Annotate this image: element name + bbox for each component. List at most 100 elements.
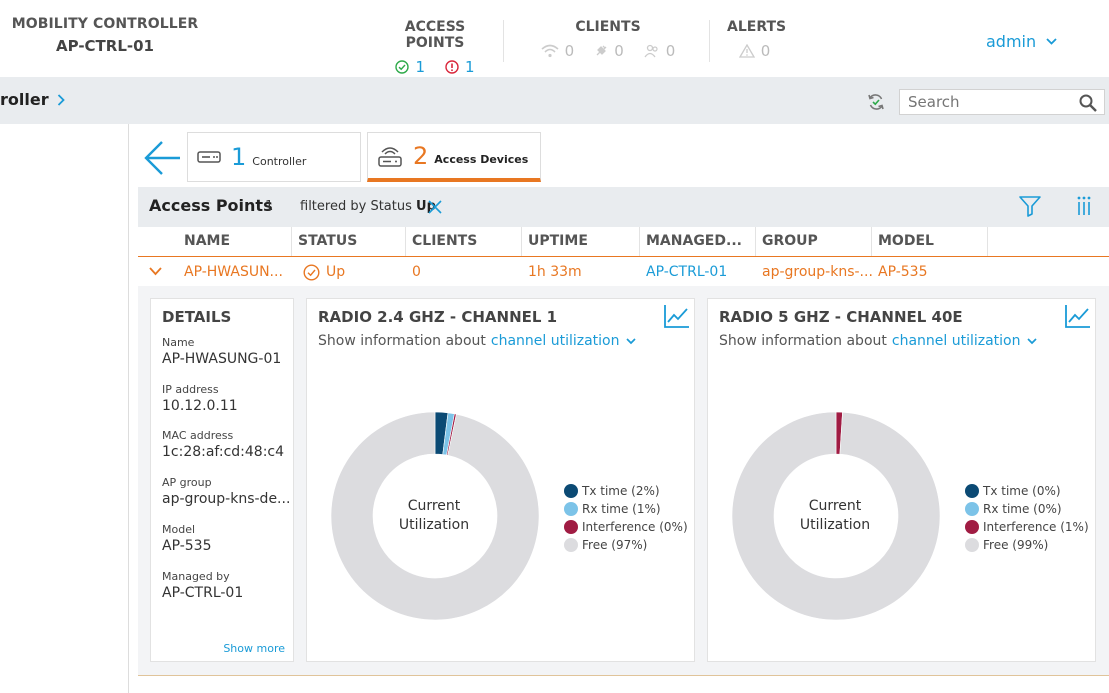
search-box[interactable] [899, 89, 1105, 115]
column-header-uptime[interactable]: UPTIME [522, 227, 640, 256]
tab-access-devices[interactable]: 2 Access Devices [367, 132, 541, 182]
alerts-summary[interactable]: ALERTS 0 [727, 19, 787, 60]
center-line: Current [407, 498, 461, 514]
show-info-row: Show information about channel utilizati… [719, 333, 1037, 349]
check-circle-icon [303, 263, 320, 281]
aps-up-count: 1 [415, 58, 425, 76]
legend-item: Free (97%) [564, 536, 688, 554]
row-managed-by[interactable]: AP-CTRL-01 [646, 264, 728, 280]
warning-icon [738, 44, 755, 58]
utilization-donut [330, 411, 540, 621]
clients-label: CLIENTS [575, 19, 641, 35]
detail-label: Model [162, 523, 196, 536]
search-icon[interactable] [1078, 93, 1098, 113]
column-header-status[interactable]: STATUS [292, 227, 406, 256]
user-menu[interactable]: admin [986, 32, 1057, 51]
access-points-label: ACCESS POINTS [404, 19, 466, 51]
refresh-icon[interactable] [866, 92, 886, 112]
ap-count: 1 [265, 199, 274, 214]
detail-value: 1c:28:af:cd:48:c4 [162, 444, 285, 460]
row-name[interactable]: AP-HWASUN... [184, 264, 283, 280]
nav-divider [128, 124, 129, 693]
detail-value: AP-HWASUNG-01 [162, 351, 282, 367]
filter-icon[interactable] [1018, 194, 1042, 218]
clear-filter-icon[interactable] [428, 200, 442, 214]
aps-down-count: 1 [465, 58, 475, 76]
divider [709, 20, 710, 62]
detail-value: 10.12.0.11 [162, 398, 238, 414]
donut-center-label: Current Utilization [374, 497, 494, 535]
section-title: Access Points [149, 196, 273, 215]
info-type-dropdown[interactable]: channel utilization [491, 333, 636, 349]
filter-description: filtered by Status Up [300, 199, 436, 214]
breadcrumb-bar: roller [0, 77, 1109, 124]
line-chart-icon[interactable] [1064, 303, 1092, 329]
legend-label: Rx time (1%) [582, 502, 661, 516]
column-header-managed[interactable]: MANAGED... [640, 227, 756, 256]
tab-access-devices-count: 2 [413, 141, 429, 170]
radio-card-2-4ghz: RADIO 2.4 GHZ - CHANNEL 1 Show informati… [306, 298, 695, 662]
access-points-toolbar: Access Points 1 filtered by Status Up [138, 187, 1109, 227]
info-type-value: channel utilization [490, 333, 620, 349]
detail-label: IP address [162, 383, 219, 396]
row-clients: 0 [412, 264, 421, 280]
alerts[interactable]: 0 [738, 42, 770, 60]
detail-label: AP group [162, 476, 212, 489]
breadcrumb[interactable]: roller [0, 90, 65, 109]
columns-icon[interactable] [1076, 196, 1092, 216]
column-header-name[interactable]: NAME [178, 227, 292, 256]
show-more-link[interactable]: Show more [223, 642, 285, 655]
aps-down[interactable]: 1 [445, 58, 475, 76]
filter-field: Status [370, 199, 412, 214]
legend-label: Tx time (0%) [983, 484, 1061, 498]
alert-circle-icon [445, 60, 459, 74]
legend-swatch [564, 538, 578, 552]
center-line: Utilization [398, 517, 470, 533]
row-model: AP-535 [878, 264, 928, 280]
detail-value: AP-535 [162, 538, 212, 554]
clients-summary[interactable]: CLIENTS 0 0 0 [523, 19, 693, 60]
brand: MOBILITY CONTROLLER AP-CTRL-01 [0, 16, 210, 55]
access-points-summary[interactable]: ACCESS POINTS 1 1 [381, 19, 489, 76]
wireless-clients[interactable]: 0 [541, 42, 575, 60]
tab-access-devices-label: Access Devices [434, 153, 529, 166]
radio-title: RADIO 2.4 GHZ - CHANNEL 1 [318, 308, 558, 326]
filter-prefix: filtered by [300, 199, 367, 214]
column-header-clients[interactable]: CLIENTS [406, 227, 522, 256]
detail-value: AP-CTRL-01 [162, 585, 244, 601]
breadcrumb-current[interactable]: roller [0, 90, 49, 109]
legend-item: Interference (0%) [564, 518, 688, 536]
line-chart-icon[interactable] [663, 303, 691, 329]
donut-segment-3 [330, 411, 540, 621]
row-group: ap-group-kns-... [762, 264, 872, 280]
chevron-down-icon[interactable] [149, 267, 162, 276]
detail-label: Managed by [162, 570, 230, 583]
wireless-count: 0 [564, 42, 575, 60]
access-point-icon [378, 146, 402, 167]
legend-label: Free (99%) [983, 538, 1049, 552]
detail-label: Name [162, 336, 195, 349]
column-header-group[interactable]: GROUP [756, 227, 872, 256]
tab-controller[interactable]: 1 Controller [187, 132, 361, 182]
column-header-model[interactable]: MODEL [872, 227, 988, 256]
search-input[interactable] [908, 90, 1078, 114]
plug-icon [596, 45, 607, 56]
wired-count: 0 [614, 42, 624, 60]
info-type-value: channel utilization [891, 333, 1021, 349]
remote-clients[interactable]: 0 [644, 42, 675, 60]
detail-value: ap-group-kns-de... [162, 491, 291, 507]
alerts-label: ALERTS [727, 19, 787, 35]
row-status-text: Up [326, 264, 346, 280]
chevron-down-icon [1046, 38, 1057, 45]
legend-swatch [564, 520, 578, 534]
table-row[interactable]: AP-HWASUN... Up 0 1h 33m AP-CTRL-01 ap-g… [138, 258, 1109, 286]
aps-up[interactable]: 1 [395, 58, 425, 76]
back-arrow-icon[interactable] [144, 138, 182, 178]
info-type-dropdown[interactable]: channel utilization [892, 333, 1037, 349]
legend-label: Tx time (2%) [582, 484, 660, 498]
top-header: MOBILITY CONTROLLER AP-CTRL-01 ACCESS PO… [0, 0, 1109, 77]
wired-clients[interactable]: 0 [594, 42, 624, 60]
legend-swatch [564, 502, 578, 516]
legend-label: Interference (1%) [983, 520, 1089, 534]
center-line: Current [808, 498, 862, 514]
